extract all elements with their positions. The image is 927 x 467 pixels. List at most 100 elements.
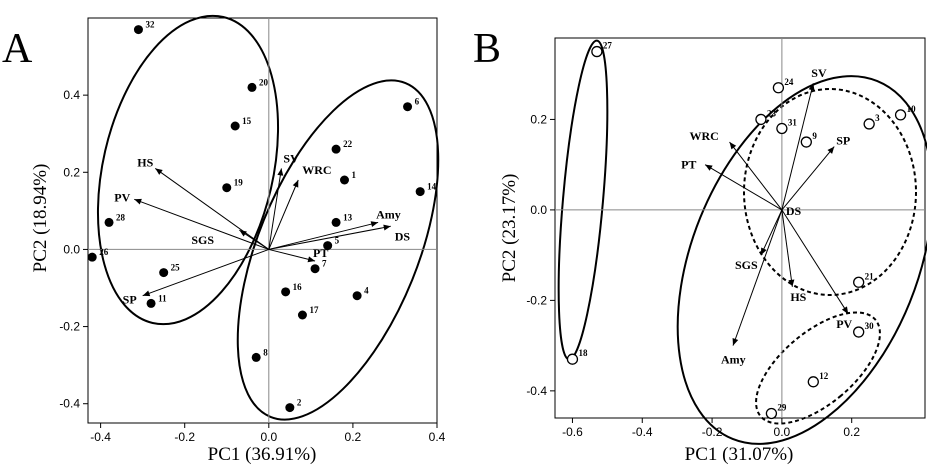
ellipse-b-dashed-lower [755, 311, 881, 425]
y-tick-label: -0.2 [59, 320, 80, 334]
vector-arrowhead [292, 180, 299, 188]
panel-a-frame [87, 17, 438, 424]
y-tick-label: -0.4 [526, 384, 547, 398]
sample-label: 30 [865, 321, 875, 331]
panel-b: B -0.6 -0.4 -0.2 0.0 0.2 -0.4 -0.2 0.0 0.2 SV WRC… [473, 26, 927, 465]
vector-label: SGS [191, 233, 214, 247]
x-tick-label: -0.2 [702, 425, 723, 439]
sample-label: 23 [767, 108, 777, 118]
sample-point [772, 82, 785, 94]
sample-point [863, 118, 875, 130]
vector-label: PT [313, 246, 328, 260]
loading-vector-sv [781, 83, 814, 211]
sample-label: 14 [427, 182, 437, 192]
sample-point [566, 353, 579, 365]
y-tick-label: 0.0 [530, 203, 547, 217]
x-tick-label: 0.4 [429, 430, 446, 444]
x-tick-label: -0.4 [632, 425, 653, 439]
vector-label: WRC [302, 163, 331, 177]
sample-point [403, 102, 413, 112]
sample-point [800, 136, 812, 148]
panel-a-ellipses [96, 14, 440, 421]
ellipse-b-main [676, 75, 927, 445]
panel-a-ylabel: PC2 (18.94%) [30, 164, 51, 273]
sample-label: 2 [297, 398, 302, 408]
sample-label: 13 [343, 212, 353, 222]
sample-label: 9 [812, 131, 817, 141]
sample-label: 25 [171, 263, 181, 273]
vector-arrowhead [155, 168, 163, 175]
sample-point [247, 82, 257, 92]
loading-vector-ds [268, 225, 391, 250]
loading-vector-wrc [729, 141, 783, 211]
x-tick-label: -0.2 [174, 430, 195, 444]
sample-label: 28 [116, 212, 126, 222]
panel-a-xlabel: PC1 (36.91%) [208, 444, 317, 465]
sample-point [323, 241, 333, 251]
sample-label: 11 [158, 293, 167, 303]
sample-point [331, 144, 341, 154]
sample-label: 6 [415, 97, 420, 107]
loading-vector-pv [134, 198, 269, 250]
loading-vector-sgs [760, 209, 783, 256]
sample-label: 3 [875, 113, 880, 123]
sample-point [765, 407, 778, 420]
vector-arrowhead [239, 230, 247, 237]
loading-vector-pt [268, 248, 316, 262]
sample-label: 15 [242, 116, 252, 126]
ellipse-b-dashed-upper [743, 88, 917, 296]
x-tick-label: 0.2 [843, 425, 860, 439]
y-tick-label: 0.0 [63, 242, 80, 256]
sample-label: 18 [578, 348, 588, 358]
y-tick-label: -0.4 [59, 397, 80, 411]
vector-arrowhead [370, 221, 379, 228]
panel-b-ellipses [557, 39, 927, 445]
panel-b-xlabel: PC1 (31.07%) [685, 444, 794, 465]
panel-b-frame [554, 37, 926, 419]
vector-label: HS [790, 290, 806, 304]
sample-point [755, 113, 767, 126]
sample-label: 5 [335, 236, 340, 246]
vector-arrowhead [732, 338, 739, 346]
panel-a-label: A [2, 26, 33, 72]
sample-point [230, 121, 240, 131]
vector-label: Amy [721, 353, 746, 367]
sample-point [853, 326, 865, 338]
ellipse-a-left [96, 14, 280, 326]
sample-label: 20 [259, 77, 269, 87]
loading-vector-amy [268, 221, 379, 250]
vector-label: Amy [376, 207, 401, 221]
sample-label: 32 [145, 20, 155, 30]
sample-point [281, 287, 291, 297]
y-tick-label: -0.2 [526, 293, 547, 307]
ellipse-a-right [236, 79, 440, 421]
vector-arrowhead [277, 168, 284, 176]
sample-point [222, 183, 232, 193]
ellipse-b-left [557, 39, 609, 361]
sample-label: 17 [309, 305, 319, 315]
vector-label: HS [137, 155, 153, 169]
vector-label: SGS [735, 258, 758, 272]
vector-label: PV [836, 317, 852, 331]
vector-arrowhead [841, 306, 849, 314]
x-tick-label: 0.0 [260, 430, 277, 444]
sample-point [104, 217, 114, 227]
loading-vector-wrc [268, 179, 299, 250]
x-tick-label: 0.2 [345, 430, 362, 444]
vector-arrowhead [760, 247, 767, 256]
sample-label: 7 [322, 259, 327, 269]
loading-vector-hs [154, 168, 270, 250]
sample-label: 8 [263, 347, 268, 357]
sample-label: 4 [364, 286, 369, 296]
loading-vector-amy [732, 209, 783, 346]
vector-label: PT [681, 158, 696, 172]
sample-point [251, 352, 261, 362]
sample-point [352, 291, 362, 301]
loading-vector-sv [268, 168, 282, 250]
sample-point [310, 264, 320, 274]
vector-label: SP [123, 293, 137, 307]
sample-point [339, 175, 349, 185]
sample-point [415, 187, 425, 197]
vector-label: SP [836, 134, 850, 148]
vector-label: DS [395, 229, 411, 243]
